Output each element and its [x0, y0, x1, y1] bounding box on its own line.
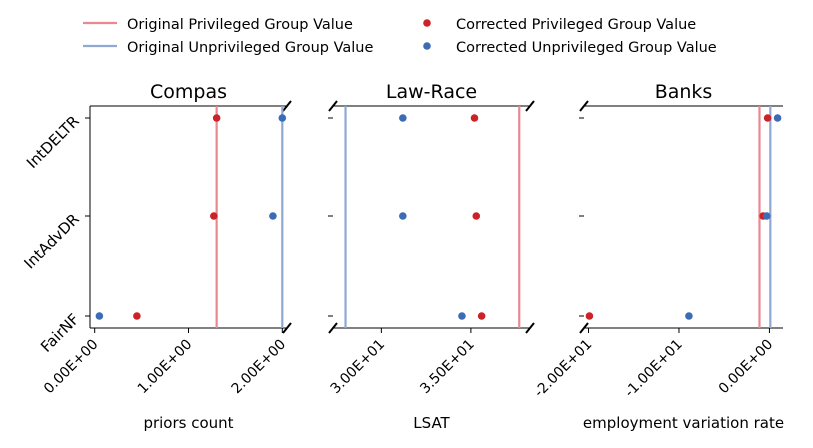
corrected-unprivileged-point-law-race [399, 114, 407, 122]
y-tick-label-intadvdr: IntAdvDR [20, 210, 82, 272]
x-tick-label-compas: 2.00E+00 [229, 337, 290, 398]
x-tick-label-law-race: 3.50E+01 [417, 337, 478, 398]
corrected-privileged-point-law-race [472, 212, 481, 220]
legend-swatch-corrected-unprivileged [423, 42, 431, 50]
break-mark-bottom-right [282, 322, 292, 334]
x-tick-label-banks: 0.00E+00 [716, 337, 777, 398]
corrected-unprivileged-point-compas [95, 312, 104, 320]
panel-banks: Banks -2.00E+01 -1.00E+01 0.00E+00 employmen… [531, 81, 784, 432]
panel-title-banks: Banks [655, 81, 713, 103]
corrected-unprivileged-point-law-race [458, 312, 466, 320]
break-mark-top-left [579, 100, 589, 112]
y-tick-label-intdeltr: IntDELTR [23, 112, 83, 172]
y-tick-label-fairnf: FairNF [37, 310, 83, 356]
break-mark-top-left [328, 100, 338, 112]
break-mark-bottom-left [579, 322, 589, 334]
legend: Original Privileged Group Value Original… [83, 17, 717, 56]
break-mark-bottom-left [328, 322, 338, 334]
legend-swatch-corrected-privileged [423, 19, 431, 27]
x-tick-label-compas: 1.00E+00 [135, 337, 196, 398]
break-mark-top-right [525, 100, 535, 112]
corrected-privileged-point-compas [133, 312, 141, 320]
break-mark-top-right [282, 100, 292, 112]
x-tick-label-law-race: 3.00E+01 [328, 337, 389, 398]
corrected-unprivileged-point-banks [762, 212, 771, 220]
panel-title-law-race: Law-Race [386, 81, 477, 103]
corrected-privileged-point-law-race [470, 114, 479, 122]
x-axis-label-banks: employment variation rate [583, 414, 784, 432]
corrected-privileged-point-banks [763, 114, 772, 122]
corrected-privileged-point-compas [212, 114, 221, 122]
panels: Compas IntDELTR IntAdvDR FairNF 0.00E+00 1.00… [20, 81, 784, 432]
panel-law-race: Law-Race 3.00E+01 3.50E+01 LSAT [328, 81, 535, 432]
x-tick-label-banks: -1.00E+01 [622, 337, 686, 401]
panel-title-compas: Compas [150, 81, 227, 103]
corrected-privileged-point-law-race [477, 312, 486, 320]
legend-label-corrected-privileged: Corrected Privileged Group Value [456, 17, 696, 33]
legend-label-original-unprivileged: Original Unprivileged Group Value [127, 40, 373, 56]
corrected-unprivileged-point-banks [773, 114, 782, 122]
x-axis-label-compas: priors count [143, 414, 233, 432]
corrected-unprivileged-point-compas [278, 114, 287, 122]
corrected-privileged-point-compas [210, 212, 218, 220]
x-axis-label-law-race: LSAT [413, 414, 450, 432]
corrected-unprivileged-point-compas [269, 212, 277, 220]
corrected-privileged-point-banks [585, 312, 594, 320]
corrected-unprivileged-point-law-race [399, 212, 407, 220]
x-tick-label-banks: -2.00E+01 [531, 337, 595, 401]
break-mark-bottom-right [525, 322, 535, 334]
legend-label-corrected-unprivileged: Corrected Unprivileged Group Value [456, 40, 717, 56]
corrected-unprivileged-point-banks [685, 312, 693, 320]
legend-label-original-privileged: Original Privileged Group Value [127, 17, 353, 33]
